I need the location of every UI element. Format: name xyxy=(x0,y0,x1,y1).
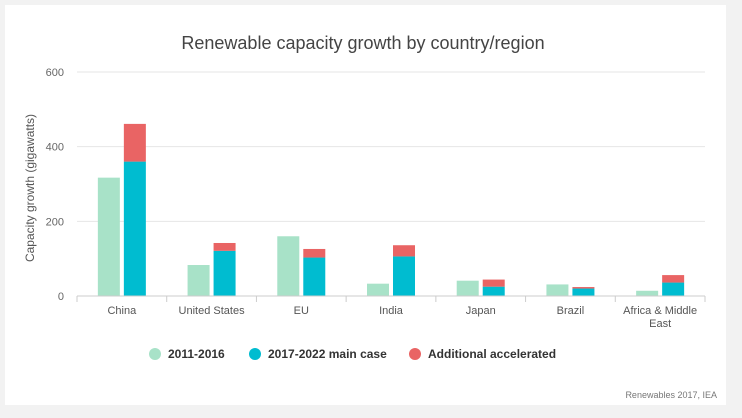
source-credit: Renewables 2017, IEA xyxy=(625,390,717,400)
bar-additional-accelerated xyxy=(393,245,415,257)
bar-2011-2016 xyxy=(277,236,300,296)
bar-additional-accelerated xyxy=(213,242,236,251)
bar-2011-2016 xyxy=(636,290,659,296)
x-category-label: India xyxy=(379,305,404,317)
x-category-label: Japan xyxy=(466,305,496,317)
y-tick-label: 200 xyxy=(46,216,64,228)
y-tick-label: 400 xyxy=(46,142,64,154)
bar-2011-2016 xyxy=(187,265,210,296)
bar-2017-2022-main-case xyxy=(572,288,595,296)
bar-2011-2016 xyxy=(546,284,569,296)
bar-2017-2022-main-case xyxy=(303,257,326,296)
y-tick-label: 0 xyxy=(58,291,64,303)
x-category-label: EU xyxy=(294,305,309,317)
bar-2017-2022-main-case xyxy=(662,282,685,296)
bar-2017-2022-main-case xyxy=(213,250,236,296)
y-tick-label: 600 xyxy=(46,67,64,79)
bar-2017-2022-main-case xyxy=(393,256,415,296)
bar-2017-2022-main-case xyxy=(482,286,505,296)
bar-2011-2016 xyxy=(97,177,120,296)
legend-marker xyxy=(249,348,261,360)
x-category-label: Africa & Middle East xyxy=(623,305,697,330)
chart: Renewable capacity growth by country/reg… xyxy=(23,33,717,400)
x-category-label: Brazil xyxy=(557,305,585,317)
chart-panel: Renewable capacity growth by country/reg… xyxy=(5,5,726,405)
legend-label: 2011-2016 xyxy=(168,347,225,361)
legend: 2011-2016 2017-2022 main case Additional a… xyxy=(149,347,556,361)
bar-2017-2022-main-case xyxy=(123,161,146,296)
x-category-label: China xyxy=(107,305,137,317)
legend-marker xyxy=(149,348,161,360)
chart-title: Renewable capacity growth by country/reg… xyxy=(181,33,544,53)
bar-2011-2016 xyxy=(367,283,389,296)
bar-additional-accelerated xyxy=(572,287,595,289)
bars xyxy=(97,123,685,296)
legend-marker xyxy=(409,348,421,360)
bar-additional-accelerated xyxy=(662,275,685,283)
bar-2011-2016 xyxy=(456,280,479,296)
x-category-label: United States xyxy=(179,305,246,317)
bar-additional-accelerated xyxy=(482,279,505,287)
gridlines xyxy=(77,71,705,222)
axes: 0 200 400 600 China United States EU India Japan… xyxy=(46,67,706,330)
legend-label: Additional accelerated xyxy=(428,347,556,361)
legend-label: 2017-2022 main case xyxy=(268,347,387,361)
bar-additional-accelerated xyxy=(303,248,326,258)
bar-additional-accelerated xyxy=(123,123,146,162)
y-axis-title: Capacity growth (gigawatts) xyxy=(23,114,37,262)
